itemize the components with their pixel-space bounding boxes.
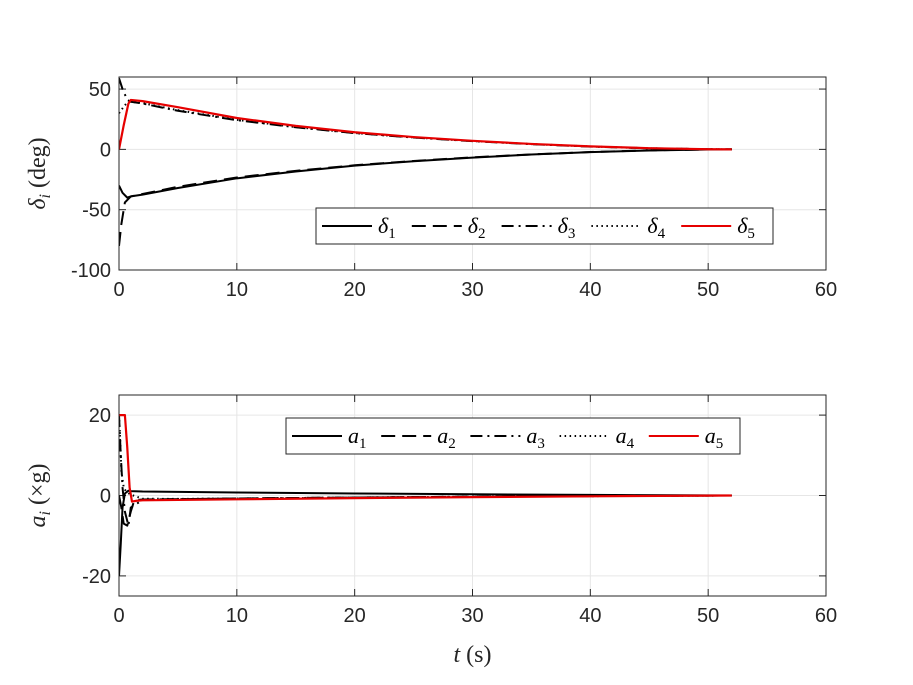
x-tick-label: 60 (815, 279, 837, 301)
y-axis-label: δi(deg) (25, 137, 54, 209)
x-tick-label: 0 (113, 605, 124, 627)
series-line-a5 (119, 414, 732, 503)
x-tick-label: 10 (226, 605, 248, 627)
axes-box (118, 394, 827, 597)
series-line-a1 (119, 489, 732, 576)
x-tick-label: 30 (461, 605, 483, 627)
legend-label-δ3: δ3 (558, 213, 576, 242)
x-tick-label: 20 (344, 605, 366, 627)
y-tick-label: 20 (89, 405, 111, 427)
series-line-δ5 (119, 98, 732, 151)
legend: δ1 δ2 δ3 δ4 δ5 (315, 207, 774, 245)
y-tick-label: 0 (100, 139, 111, 161)
x-tick-label: 40 (579, 605, 601, 627)
x-tick-label: 20 (344, 279, 366, 301)
y-tick-label: 50 (89, 79, 111, 101)
x-tick-label: 0 (113, 279, 124, 301)
x-tick-label: 30 (461, 279, 483, 301)
x-tick-label: 60 (815, 605, 837, 627)
x-tick-label: 50 (697, 279, 719, 301)
y-tick-label: -20 (82, 566, 111, 588)
y-tick-label: -50 (82, 200, 111, 222)
legend-label-δ4: δ4 (647, 213, 665, 242)
legend-label-a4: a4 (616, 423, 635, 452)
legend-label-a2: a2 (437, 423, 456, 452)
x-tick-label: 40 (579, 279, 601, 301)
legend-label-δ5: δ5 (737, 213, 755, 242)
legend-label-a3: a3 (526, 423, 545, 452)
x-tick-label: 10 (226, 279, 248, 301)
legend-label-δ1: δ1 (378, 213, 396, 242)
axes-box (118, 76, 827, 271)
legend-label-a1: a1 (348, 423, 367, 452)
x-axis-label: t (s) (454, 642, 492, 668)
x-tick-label: 50 (697, 605, 719, 627)
y-tick-label: -100 (71, 260, 111, 282)
series-line-δ2 (119, 148, 732, 246)
y-tick-label: 0 (100, 486, 111, 508)
legend-label-δ2: δ2 (468, 213, 486, 242)
legend-label-a5: a5 (705, 423, 724, 452)
y-axis-label: ai(×g) (25, 464, 54, 528)
chart-panel-1: 0 10 20 30 40 50 60 -100 -50 0 50 δi(deg) δ1 δ2 δ3 δ4 δ5 (25, 76, 837, 301)
legend: a1 a2 a3 a4 a5 (285, 417, 741, 455)
